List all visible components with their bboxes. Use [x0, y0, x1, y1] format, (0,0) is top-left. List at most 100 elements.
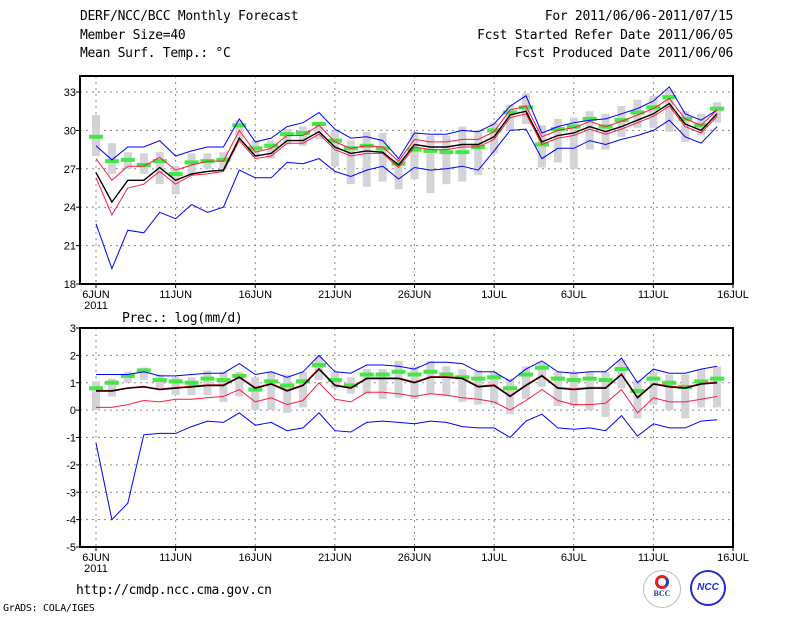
forecast-marker	[343, 383, 358, 388]
y-tick-label: 24	[64, 202, 76, 214]
fcst-produced-date: Fcst Produced Date 2011/06/06	[514, 46, 734, 61]
forecast-marker	[407, 372, 422, 377]
series-line-mean	[95, 102, 718, 204]
y-tick-label: 18	[64, 279, 76, 291]
x-tick-label: 16JUN	[238, 552, 272, 564]
ensemble-range-bar	[553, 118, 562, 163]
ensemble-range-bar	[394, 360, 403, 398]
forecast-marker	[168, 171, 183, 176]
website-url: http://cmdp.ncc.cma.gov.cn	[76, 583, 272, 598]
forecast-marker	[152, 159, 167, 164]
forecast-marker	[614, 118, 629, 123]
chart-title: DERF/NCC/BCC Monthly Forecast	[80, 9, 299, 24]
forecast-marker	[487, 375, 502, 380]
forecast-marker	[694, 379, 709, 384]
forecast-marker	[662, 380, 677, 385]
x-tick-label: 1JUL	[481, 289, 507, 301]
ensemble-range-bar	[426, 135, 435, 194]
ensemble-range-bar	[697, 369, 706, 408]
forecast-marker	[455, 375, 470, 380]
forecast-marker	[678, 384, 693, 389]
forecast-marker	[582, 376, 597, 381]
forecast-marker	[296, 379, 311, 384]
ensemble-range-bar	[490, 122, 499, 154]
x-tick-label: 16JUN	[238, 289, 272, 301]
ensemble-range-bar	[601, 371, 610, 417]
forecast-marker	[550, 127, 565, 132]
forecast-marker	[216, 378, 231, 383]
ensemble-range-bar	[553, 371, 562, 407]
forecast-marker	[216, 157, 231, 162]
ensemble-range-bar	[362, 369, 371, 394]
ensemble-range-bar	[442, 366, 451, 397]
forecast-marker	[248, 387, 263, 392]
series-line-min	[95, 412, 718, 521]
forecast-marker	[455, 150, 470, 155]
ncc-logo: NCC	[690, 570, 726, 606]
ensemble-range-bar	[474, 130, 483, 176]
series-line-ci-lower	[95, 105, 718, 217]
fcst-started-date: Fcst Started Refer Date 2011/06/05	[477, 28, 733, 43]
forecast-marker	[503, 386, 518, 391]
forecast-marker	[359, 372, 374, 377]
y-tick-label: -2	[66, 460, 76, 472]
forecast-marker	[630, 388, 645, 393]
x-tick-label: 11JUL	[638, 552, 669, 564]
temperature-panel: 18 21 24 27 30 33 6JUN 11JUN 16JUN 21JUN 26JUN 1JUL…	[64, 75, 749, 312]
forecast-marker	[646, 105, 661, 110]
grads-credit: GrADS: COLA/IGES	[3, 603, 95, 614]
ensemble-range-bar	[681, 374, 690, 419]
forecast-marker	[200, 376, 215, 381]
forecast-marker	[471, 376, 486, 381]
x-tick-label: 16JUL	[717, 289, 749, 301]
series-line-ci-upper	[95, 97, 718, 182]
forecast-marker	[184, 160, 199, 165]
y-tick-label: -3	[66, 487, 76, 499]
precip-panel-title: Prec.: log(mm/d)	[122, 311, 243, 326]
ensemble-range-bar	[219, 371, 228, 402]
y-tick-label: -5	[66, 542, 76, 554]
ensemble-range-bar	[107, 378, 116, 397]
forecast-marker	[152, 378, 167, 383]
y-tick-label: -4	[66, 515, 76, 527]
ensemble-range-bar	[346, 140, 355, 185]
x-tick-label: 6JUN	[82, 552, 110, 564]
forecast-marker	[89, 386, 103, 391]
forecast-marker	[534, 365, 549, 370]
forecast-marker	[327, 138, 342, 143]
ensemble-range-bar	[283, 129, 292, 145]
forecast-marker	[662, 95, 677, 100]
ensemble-range-bar	[235, 371, 244, 397]
ensemble-range-bar	[299, 126, 308, 146]
x-tick-label: 26JUN	[398, 552, 432, 564]
ensemble-range-bar	[394, 158, 403, 190]
forecast-marker	[646, 376, 661, 381]
series-line-min	[95, 119, 718, 270]
x-tick-label: 21JUN	[318, 552, 352, 564]
forecast-marker	[423, 148, 438, 153]
ensemble-range-bar	[713, 366, 722, 408]
forecast-marker	[311, 122, 326, 126]
ensemble-range-bar	[362, 131, 371, 187]
ensemble-range-bar	[107, 143, 116, 174]
forecast-marker	[248, 146, 263, 151]
y-tick-label: -1	[66, 433, 76, 445]
forecast-marker	[598, 378, 613, 383]
forecast-marker	[518, 372, 533, 377]
forecast-marker	[503, 110, 518, 115]
forecast-marker	[566, 378, 581, 383]
forecast-marker	[582, 116, 597, 121]
forecast-marker	[232, 123, 247, 128]
forecast-marker	[550, 376, 565, 381]
plot-frame	[79, 327, 734, 548]
ensemble-range-bar	[92, 381, 100, 411]
forecast-marker	[327, 378, 342, 383]
forecast-marker	[232, 373, 247, 378]
forecast-marker	[311, 362, 326, 367]
y-tick-label: 21	[64, 241, 76, 253]
x-tick-label: 26JUN	[398, 289, 432, 301]
forecast-marker	[391, 161, 406, 166]
ensemble-range-bar	[585, 371, 594, 411]
forecast-marker	[104, 380, 119, 385]
